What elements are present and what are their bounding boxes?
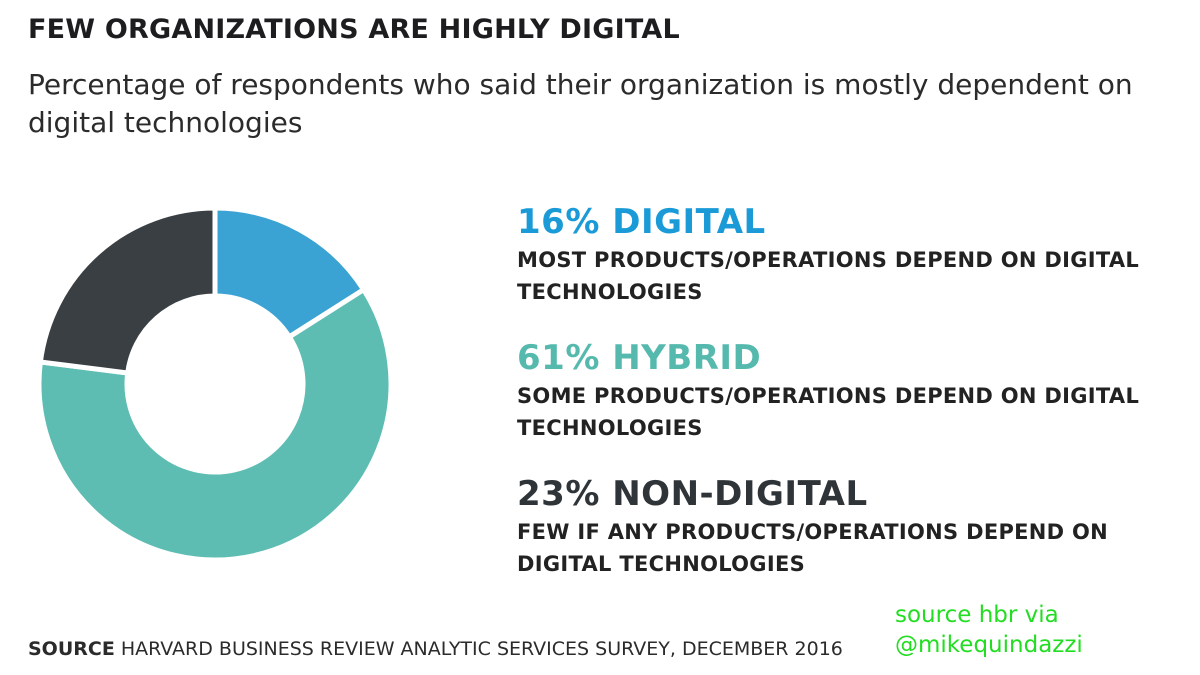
credit-line-1: source hbr via bbox=[895, 602, 1059, 628]
donut-slice-digital bbox=[212, 205, 368, 341]
legend-header-non-digital: 23% NON-DIGITAL bbox=[517, 474, 868, 514]
legend-description-non-digital: FEW IF ANY PRODUCTS/OPERATIONS DEPEND ON… bbox=[517, 520, 1109, 576]
donut-slice-hybrid bbox=[36, 286, 394, 563]
chart-title: FEW ORGANIZATIONS ARE HIGHLY DIGITAL bbox=[28, 14, 680, 45]
credit-line-2: @mikequindazzi bbox=[895, 632, 1083, 658]
legend-description-digital: MOST PRODUCTS/OPERATIONS DEPEND ON DIGIT… bbox=[517, 248, 1140, 304]
credit-note: source hbr via @mikequindazzi bbox=[895, 600, 1083, 660]
source-label: SOURCE bbox=[28, 638, 115, 660]
legend: 16% DIGITAL MOST PRODUCTS/OPERATIONS DEP… bbox=[517, 200, 1157, 608]
legend-header-hybrid: 61% HYBRID bbox=[517, 338, 762, 378]
legend-item-digital: 16% DIGITAL MOST PRODUCTS/OPERATIONS DEP… bbox=[517, 200, 1157, 308]
donut-chart bbox=[36, 205, 394, 563]
legend-item-non-digital: 23% NON-DIGITAL FEW IF ANY PRODUCTS/OPER… bbox=[517, 472, 1157, 580]
legend-header-digital: 16% DIGITAL bbox=[517, 202, 766, 242]
source-text: HARVARD BUSINESS REVIEW ANALYTIC SERVICE… bbox=[120, 638, 843, 660]
source-note: SOURCE HARVARD BUSINESS REVIEW ANALYTIC S… bbox=[28, 638, 843, 660]
chart-subtitle: Percentage of respondents who said their… bbox=[28, 68, 1133, 139]
legend-description-hybrid: SOME PRODUCTS/OPERATIONS DEPEND ON DIGIT… bbox=[517, 384, 1140, 440]
legend-item-hybrid: 61% HYBRID SOME PRODUCTS/OPERATIONS DEPE… bbox=[517, 336, 1157, 444]
donut-slice-non-digital bbox=[37, 205, 218, 376]
